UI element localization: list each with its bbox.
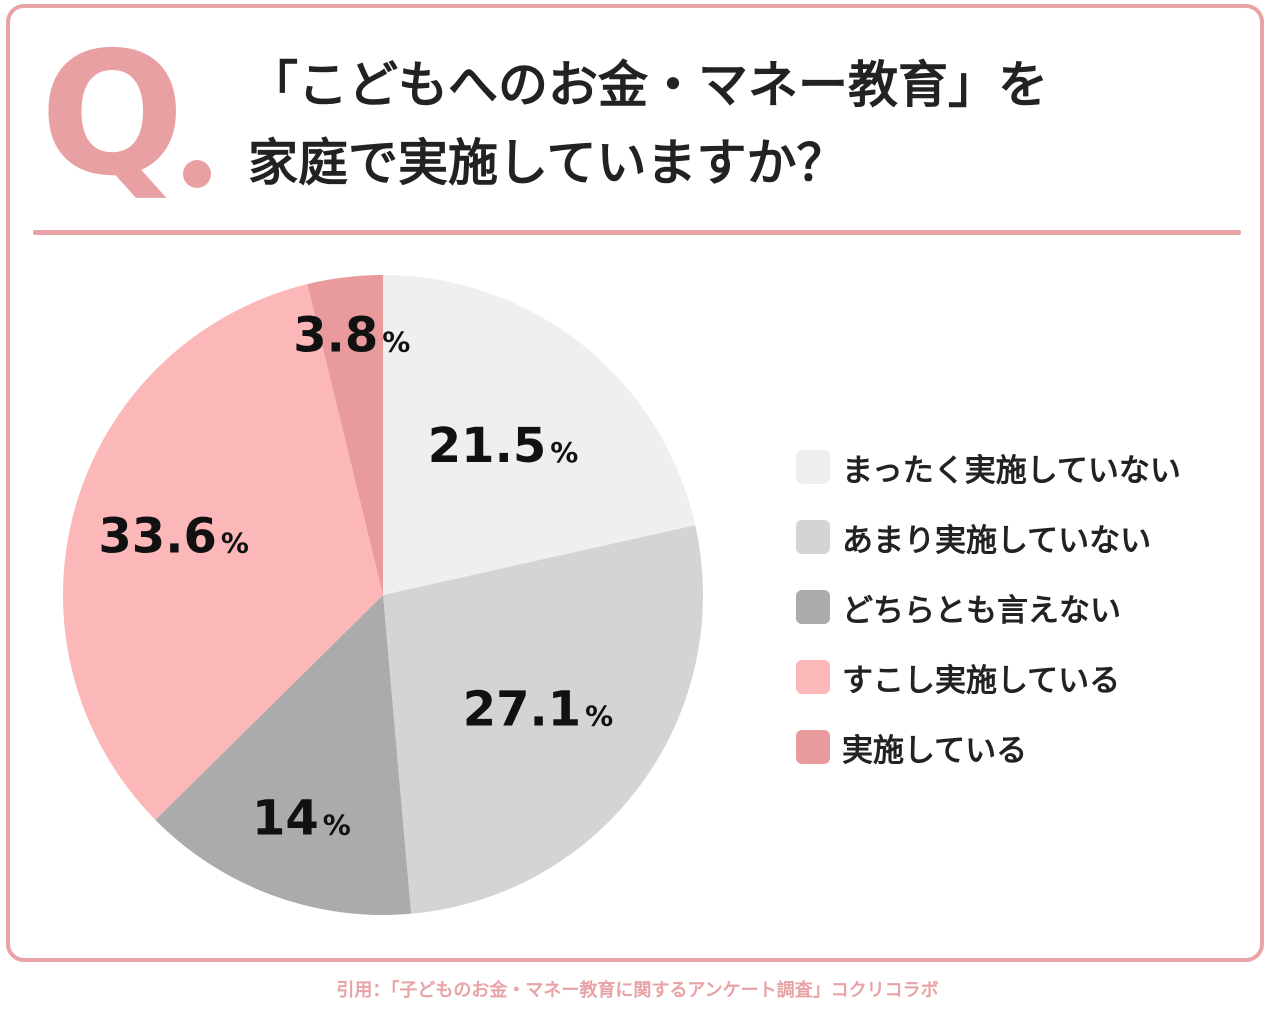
legend: まったく実施していない あまり実施していない どちらとも言えない すこし実施している実… <box>796 432 1181 782</box>
divider <box>33 230 1241 235</box>
legend-item: どちらとも言えない <box>796 572 1181 642</box>
question-line-2: 家庭で実施していますか？ <box>248 134 847 192</box>
legend-label: 実施している <box>842 732 1028 769</box>
slice-value-label: 3.8% <box>293 307 410 363</box>
pie-slice <box>383 525 703 914</box>
legend-swatch <box>796 520 830 554</box>
question-title: 「こどもへのお金・マネー教育」を 家庭で実施していますか？ <box>248 46 1208 202</box>
legend-item: すこし実施している <box>796 642 1181 712</box>
legend-swatch <box>796 450 830 484</box>
legend-item: まったく実施していない <box>796 432 1181 502</box>
pie-slice <box>63 284 383 820</box>
legend-item: 実施している <box>796 712 1181 782</box>
legend-label: すこし実施している <box>842 662 1121 699</box>
pie-slice <box>155 595 412 916</box>
pie-slice <box>307 275 383 595</box>
slice-value-label: 21.5% <box>428 418 579 474</box>
slice-value-label: 27.1% <box>463 681 614 737</box>
q-mark: Q <box>40 16 185 214</box>
legend-swatch <box>796 730 830 764</box>
slice-value-label: 33.6% <box>98 509 249 565</box>
pie-slice <box>383 275 696 595</box>
citation: 引用：「子どものお金・マネー教育に関するアンケート調査」コクリコラボ <box>336 980 939 1001</box>
legend-item: あまり実施していない <box>796 502 1181 572</box>
legend-label: どちらとも言えない <box>842 592 1121 629</box>
legend-swatch <box>796 660 830 694</box>
legend-label: あまり実施していない <box>842 522 1152 559</box>
q-dot <box>183 160 211 188</box>
legend-label: まったく実施していない <box>842 452 1181 489</box>
question-line-1: 「こどもへのお金・マネー教育」を <box>248 56 1048 114</box>
legend-swatch <box>796 590 830 624</box>
slice-value-label: 14% <box>252 790 351 846</box>
